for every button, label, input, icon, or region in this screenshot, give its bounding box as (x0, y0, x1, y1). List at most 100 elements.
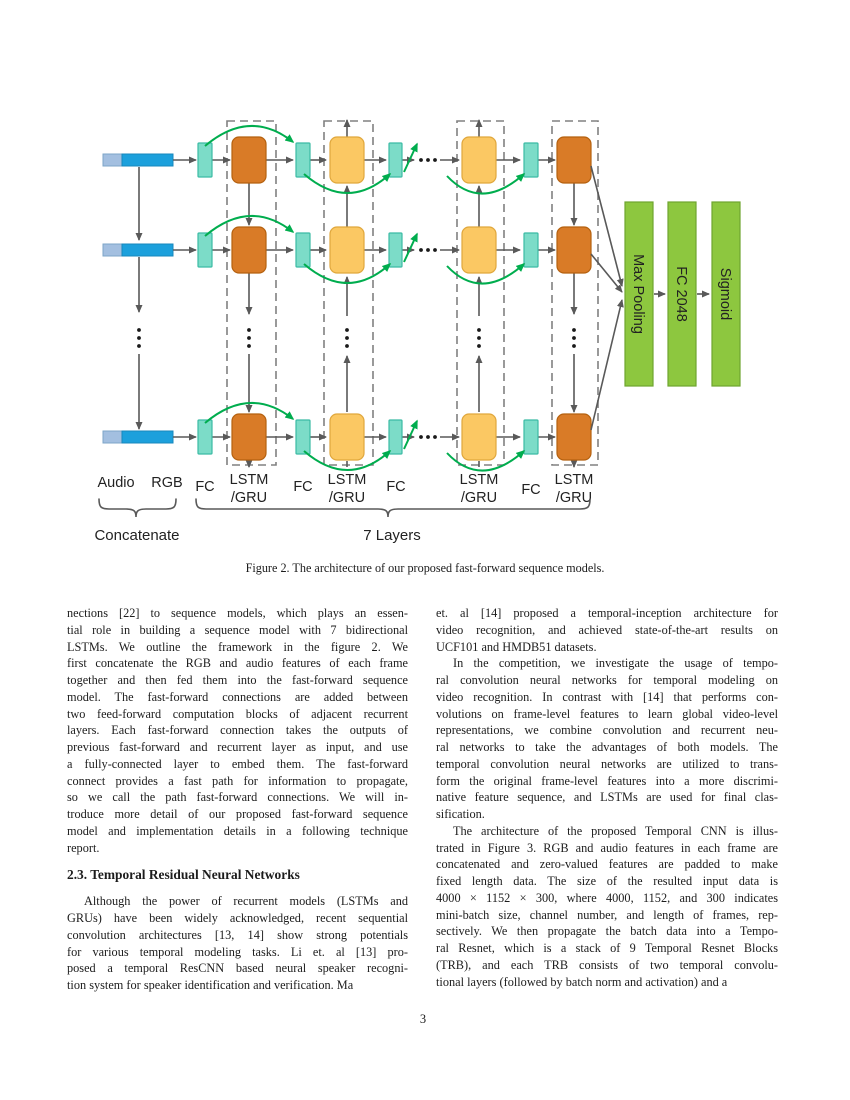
lstm-gru-block (231, 226, 267, 274)
text-line: convolution architectures [13, 14] show … (67, 927, 408, 942)
fc-label: FC (293, 479, 312, 495)
paragraph: nections [22] to sequence models, which … (67, 605, 408, 856)
ellipsis-dots (247, 328, 251, 332)
rgb-label: RGB (151, 475, 182, 491)
text-line: 4000 × 1152 × 300, where 4000, 1152, and… (436, 890, 778, 905)
fc-block (523, 142, 539, 178)
lstm-gru-label: /GRU (231, 490, 267, 506)
text-line: In the competition, we investigate the u… (453, 656, 778, 671)
left-column: nections [22] to sequence models, which … (67, 605, 408, 994)
text-line: ral Resnet, which is a stack of 9 Tempor… (436, 941, 778, 955)
fc-label: FC (195, 479, 214, 495)
architecture-figure: Max Pooling FC 2048 Sigmoid Audio RGB FC… (94, 119, 741, 544)
fc-block (388, 232, 403, 268)
layer-dashed-box (323, 120, 374, 466)
text-line: ral networks to take the advantages of b… (436, 740, 778, 754)
section-heading: 2.3. Temporal Residual Neural Networks (67, 867, 300, 883)
input-bar-rgb (121, 153, 174, 167)
fast-forward-arrow (303, 172, 392, 194)
fast-forward-arrow (204, 214, 295, 237)
text-line: sectively. We then propagate the batch d… (436, 924, 778, 939)
paragraph: In the competition, we investigate the u… (436, 655, 778, 823)
right-column: et. al [14] proposed a temporal-inceptio… (436, 605, 778, 990)
flow-arrow (590, 253, 623, 293)
lstm-gru-block (461, 136, 497, 184)
lstm-gru-label: /GRU (556, 490, 592, 506)
input-bar-audio (102, 243, 123, 257)
text-line: Although the power of recurrent models (… (84, 894, 408, 909)
text-line: tion system for speaker identification a… (67, 978, 354, 992)
fc-block (197, 232, 213, 268)
lstm-gru-block (556, 226, 592, 274)
text-line: concatenated and zero-valued features ar… (436, 857, 778, 872)
ellipsis-dots (137, 328, 141, 332)
text-line: form the original frame-level features i… (436, 773, 778, 788)
text-line: first concatenate the RGB and audio feat… (67, 656, 408, 671)
lstm-gru-block (231, 413, 267, 461)
text-line: UCF101 and HMDB51 datasets. (436, 639, 597, 654)
ellipsis-dots (137, 336, 141, 340)
text-line: a fully-connected layer to embed them. T… (67, 756, 408, 771)
input-bar-rgb (121, 430, 174, 444)
text-line: video recognition. In contrast with [14]… (436, 689, 778, 704)
text-line: mini-batch size, channel number, and len… (436, 907, 778, 922)
text-line: previous fast-forward and recurrent laye… (67, 740, 408, 754)
text-line: layers. Each fast-forward connection tak… (67, 723, 408, 738)
text-line: so we call the path fast-forward connect… (67, 790, 408, 805)
text-line: together and then fed them into the fast… (67, 673, 408, 687)
paragraph: The architecture of the proposed Tempora… (436, 823, 778, 991)
input-bar-audio (102, 430, 123, 444)
flow-arrow (590, 299, 624, 431)
text-line: fixed length data. The size of the resul… (436, 874, 778, 888)
lstm-gru-block (461, 226, 497, 274)
lstm-gru-label: /GRU (329, 490, 365, 506)
fc-2048-bar (667, 201, 697, 387)
text-line: et. al [14] proposed a temporal-inceptio… (436, 606, 778, 620)
fc-block (523, 419, 539, 455)
lstm-gru-block (329, 136, 365, 184)
text-line: video recognition, and achieved state-of… (436, 622, 778, 637)
input-bar-rgb (121, 243, 174, 257)
ellipsis-dots (477, 328, 481, 332)
text-line: sification. (436, 807, 485, 821)
text-line: ral convolution neural networks for temp… (436, 673, 778, 687)
text-line: LSTMs. We outline the framework in the f… (67, 639, 408, 654)
ellipsis-dots (137, 344, 141, 348)
text-line: report. (67, 840, 100, 855)
fc-block (388, 142, 403, 178)
fast-forward-arrow (446, 450, 526, 472)
ellipsis-dots (426, 248, 430, 252)
fc-block (523, 232, 539, 268)
figure-caption: Figure 2. The architecture of our propos… (245, 561, 605, 575)
ellipsis-dots (477, 344, 481, 348)
text-line: GRUs) have been widely acknowledged, rec… (67, 911, 408, 925)
fast-forward-arrow (403, 419, 418, 450)
sigmoid-bar (711, 201, 741, 387)
ellipsis-dots (247, 344, 251, 348)
fc-block (295, 419, 311, 455)
audio-label: Audio (97, 475, 134, 491)
text-line: two feed-forward computation blocks of a… (67, 706, 408, 721)
ellipsis-dots (345, 336, 349, 340)
text-line: native feature sequence, and LSTMs are u… (436, 790, 778, 805)
concatenate-brace (98, 498, 177, 518)
text-line: for various temporal modeling tasks. Li … (67, 944, 408, 959)
lstm-gru-block (461, 413, 497, 461)
ellipsis-dots (345, 344, 349, 348)
lstm-gru-label: LSTM (230, 472, 269, 488)
concatenate-label: Concatenate (94, 527, 179, 544)
ellipsis-dots (477, 336, 481, 340)
seven-layers-brace (195, 498, 591, 518)
ellipsis-dots (572, 344, 576, 348)
ellipsis-dots (419, 158, 423, 162)
lstm-gru-block (556, 413, 592, 461)
ellipsis-dots (426, 158, 430, 162)
text-line: trated in Figure 3. RGB and audio featur… (436, 840, 778, 855)
text-line: tional layers (followed by batch norm an… (436, 974, 728, 989)
fast-forward-arrow (303, 262, 392, 284)
fc-block (197, 142, 213, 178)
fast-forward-arrow (204, 124, 295, 147)
fc-block (197, 419, 213, 455)
lstm-gru-label: LSTM (460, 472, 499, 488)
